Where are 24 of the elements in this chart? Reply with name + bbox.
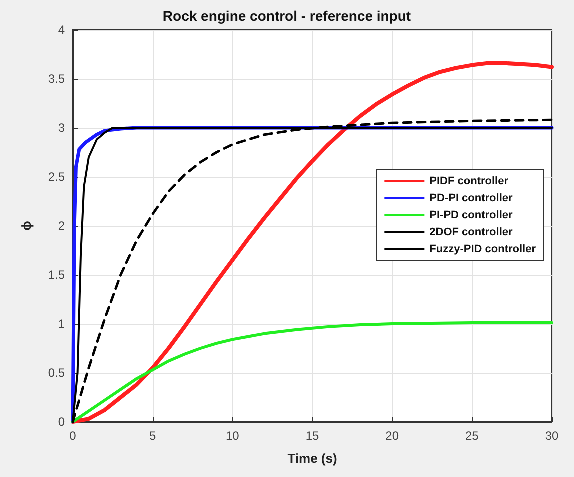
y-tick-label: 3: [58, 121, 66, 135]
y-tick-label: 0: [58, 415, 66, 429]
y-tick-label: 1.5: [48, 268, 66, 282]
y-tick-label: 1: [58, 317, 66, 331]
y-tick-label: 3.5: [48, 72, 66, 86]
y-tick-label: 4: [58, 23, 66, 37]
chart-title: Rock engine control - reference input: [162, 8, 412, 24]
x-tick-label: 20: [386, 429, 400, 443]
x-tick-label: 10: [226, 429, 240, 443]
y-tick-label: 2: [58, 219, 66, 233]
x-axis-title: Time (s): [288, 451, 338, 466]
y-tick-label: 2.5: [48, 170, 66, 184]
legend-label: 2DOF controller: [430, 226, 514, 238]
x-tick-label: 15: [306, 429, 320, 443]
legend-label: PIDF controller: [430, 176, 510, 188]
x-tick-label: 30: [545, 429, 559, 443]
legend-label: PD-PI controller: [430, 192, 514, 204]
legend-label: PI-PD controller: [430, 210, 514, 222]
y-axis-title: ϕ: [19, 220, 34, 231]
x-tick-label: 25: [465, 429, 480, 443]
legend-label: Fuzzy-PID controller: [430, 244, 537, 256]
y-tick-label: 0.5: [48, 366, 66, 380]
x-tick-label: 0: [70, 429, 77, 443]
x-tick-label: 5: [149, 429, 156, 443]
